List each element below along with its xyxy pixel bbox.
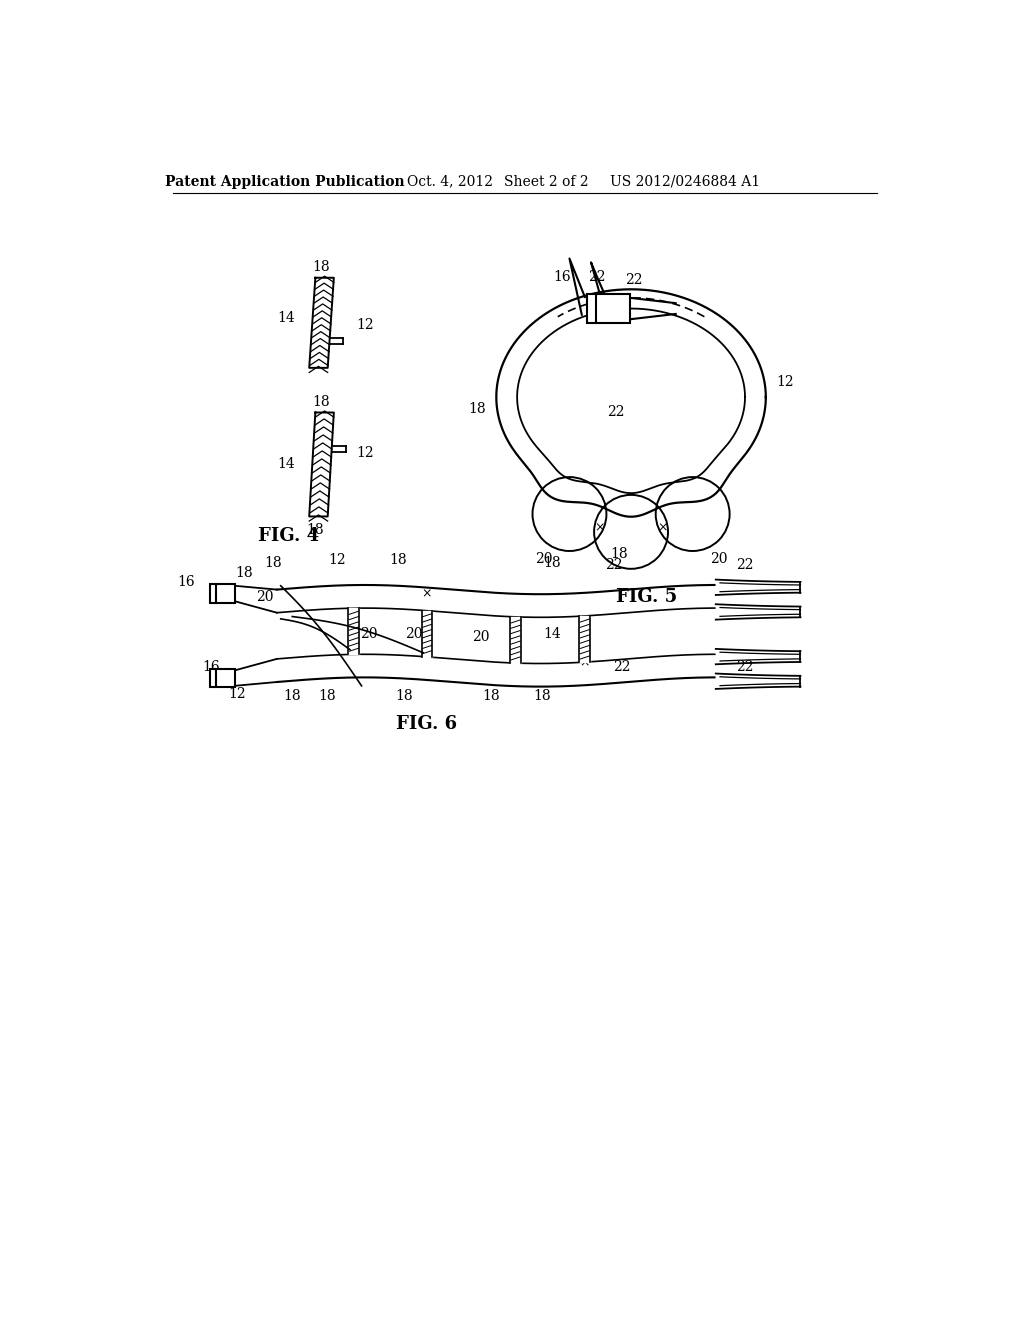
Text: 12: 12 — [355, 318, 374, 331]
Text: 20: 20 — [257, 590, 274, 605]
Text: 18: 18 — [544, 556, 561, 570]
Text: Sheet 2 of 2: Sheet 2 of 2 — [504, 174, 589, 189]
Text: ×: × — [657, 521, 669, 535]
Text: 22: 22 — [613, 660, 631, 673]
Text: 22: 22 — [736, 660, 754, 673]
Text: 18: 18 — [236, 566, 253, 579]
Text: ×: × — [580, 656, 590, 669]
Polygon shape — [348, 609, 359, 655]
Text: 16: 16 — [553, 271, 570, 284]
Text: 18: 18 — [610, 548, 629, 561]
Bar — [210, 669, 234, 688]
Text: ×: × — [422, 587, 432, 601]
Polygon shape — [580, 616, 590, 663]
Text: FIG. 4: FIG. 4 — [258, 527, 318, 545]
Text: 22: 22 — [625, 273, 642, 286]
Polygon shape — [309, 277, 334, 368]
Polygon shape — [510, 616, 521, 663]
Text: 18: 18 — [468, 401, 485, 416]
Text: 12: 12 — [328, 553, 346, 568]
Text: 12: 12 — [228, 686, 246, 701]
Text: 20: 20 — [535, 552, 552, 566]
Text: 20: 20 — [360, 627, 378, 642]
Text: Oct. 4, 2012: Oct. 4, 2012 — [408, 174, 494, 189]
Bar — [587, 294, 630, 323]
Text: 22: 22 — [607, 405, 625, 420]
Text: 20: 20 — [406, 627, 423, 642]
Text: FIG. 6: FIG. 6 — [396, 715, 458, 734]
Text: 16: 16 — [203, 660, 220, 673]
Text: 16: 16 — [177, 576, 195, 589]
Polygon shape — [309, 412, 334, 516]
Text: 18: 18 — [264, 556, 282, 570]
Text: 14: 14 — [278, 312, 295, 325]
Text: US 2012/0246884 A1: US 2012/0246884 A1 — [610, 174, 760, 189]
Text: 12: 12 — [776, 375, 794, 388]
Text: 18: 18 — [482, 689, 500, 702]
Polygon shape — [422, 611, 432, 657]
Text: 14: 14 — [278, 458, 295, 471]
Text: 18: 18 — [534, 689, 551, 702]
Text: 18: 18 — [312, 260, 330, 275]
Text: 18: 18 — [312, 395, 330, 409]
Text: 20: 20 — [472, 631, 489, 644]
Text: FIG. 5: FIG. 5 — [615, 589, 677, 606]
Text: 22: 22 — [605, 558, 623, 572]
Bar — [210, 585, 234, 603]
Text: 14: 14 — [544, 627, 561, 642]
Text: 18: 18 — [390, 553, 408, 568]
Text: 18: 18 — [318, 689, 336, 702]
Text: ×: × — [594, 521, 604, 535]
Text: Patent Application Publication: Patent Application Publication — [165, 174, 404, 189]
Text: 12: 12 — [355, 446, 374, 459]
Text: 22: 22 — [589, 271, 606, 284]
Text: 18: 18 — [306, 523, 325, 537]
Text: 18: 18 — [395, 689, 413, 702]
Text: 22: 22 — [736, 558, 754, 572]
Text: 20: 20 — [710, 552, 727, 566]
Text: 18: 18 — [284, 689, 301, 702]
